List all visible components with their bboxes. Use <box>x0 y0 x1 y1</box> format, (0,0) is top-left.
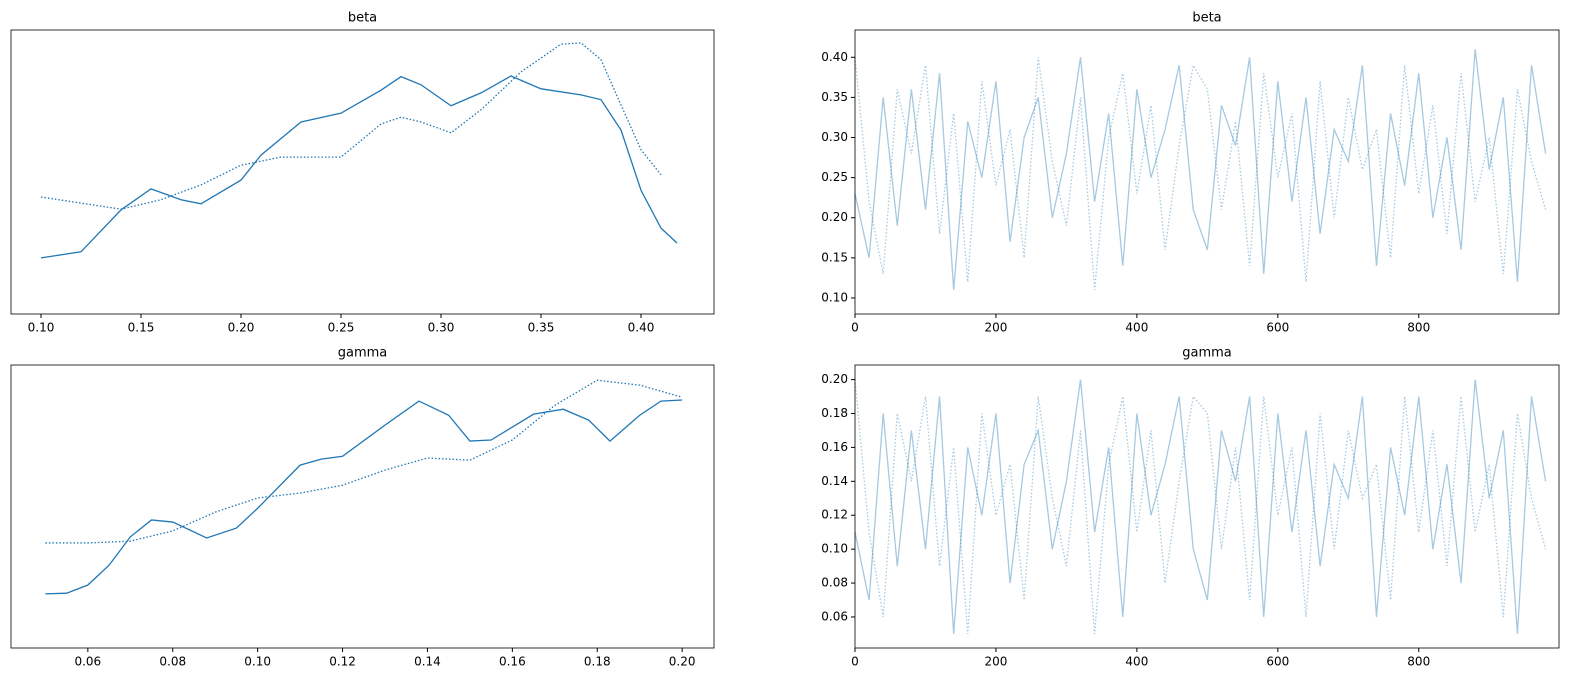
x-tick-label: 0 <box>851 655 859 669</box>
series-line <box>854 379 1547 634</box>
y-tick-label: 0.06 <box>821 609 848 623</box>
x-tick-label: 0.15 <box>128 321 155 335</box>
panel-title: gamma <box>338 346 388 361</box>
axes-frame <box>10 364 715 649</box>
y-tick-label: 0.14 <box>821 474 848 488</box>
y-tick-label: 0.18 <box>821 406 848 420</box>
series-line <box>45 379 683 544</box>
x-tick-label: 0.20 <box>228 321 255 335</box>
x-tick-label: 200 <box>984 321 1007 335</box>
series-line <box>40 75 678 259</box>
y-tick-label: 0.35 <box>821 90 848 104</box>
x-tick-label: 600 <box>1266 321 1289 335</box>
y-tick-label: 0.30 <box>821 130 848 144</box>
series-line <box>854 379 1547 634</box>
y-tick-label: 0.08 <box>821 576 848 590</box>
x-tick-label: 0.35 <box>528 321 555 335</box>
x-tick-label: 0.16 <box>499 655 526 669</box>
x-tick-label: 200 <box>984 655 1007 669</box>
y-tick-label: 0.10 <box>821 542 848 556</box>
x-tick-label: 0.20 <box>669 655 696 669</box>
axes-frame <box>854 364 1560 649</box>
series-line <box>854 57 1547 290</box>
x-tick-label: 0.10 <box>244 655 271 669</box>
x-tick-label: 0.14 <box>414 655 441 669</box>
series-line <box>854 49 1547 290</box>
x-tick-label: 0.08 <box>159 655 186 669</box>
x-tick-label: 0.40 <box>628 321 655 335</box>
x-tick-label: 0.06 <box>74 655 101 669</box>
panel-title: beta <box>1192 11 1221 26</box>
x-tick-label: 0 <box>851 321 859 335</box>
y-tick-label: 0.25 <box>821 170 848 184</box>
y-tick-label: 0.15 <box>821 250 848 264</box>
y-tick-label: 0.12 <box>821 508 848 522</box>
y-tick-label: 0.16 <box>821 440 848 454</box>
axes-frame <box>10 29 715 315</box>
x-tick-label: 600 <box>1266 655 1289 669</box>
series-line <box>40 42 662 210</box>
y-tick-label: 0.20 <box>821 372 848 386</box>
y-tick-label: 0.20 <box>821 210 848 224</box>
x-tick-label: 0.18 <box>584 655 611 669</box>
axes-frame <box>854 29 1560 315</box>
y-tick-label: 0.40 <box>821 50 848 64</box>
panel-title: beta <box>348 11 377 26</box>
x-tick-label: 400 <box>1125 655 1148 669</box>
x-tick-label: 800 <box>1407 655 1430 669</box>
x-tick-label: 0.12 <box>329 655 356 669</box>
x-tick-label: 0.30 <box>428 321 455 335</box>
x-tick-label: 0.25 <box>328 321 355 335</box>
y-tick-label: 0.10 <box>821 290 848 304</box>
x-tick-label: 0.10 <box>28 321 55 335</box>
panel-title: gamma <box>1182 346 1232 361</box>
series-line <box>45 399 683 595</box>
x-tick-label: 800 <box>1407 321 1430 335</box>
x-tick-label: 400 <box>1125 321 1148 335</box>
